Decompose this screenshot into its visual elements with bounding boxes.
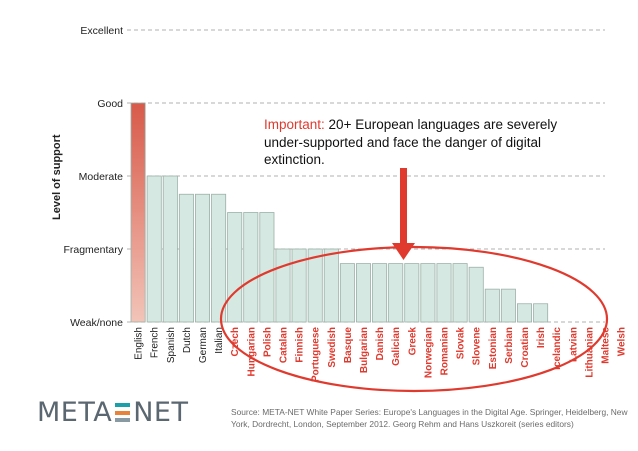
x-tick-label: Polish — [262, 327, 273, 357]
x-tick-label: English — [134, 327, 145, 360]
x-tick-label: Finnish — [295, 327, 306, 363]
x-tick-label: Swedish — [327, 327, 338, 368]
bar — [259, 212, 275, 323]
meta-net-logo: META NET — [37, 397, 188, 428]
x-tick-label: Czech — [230, 327, 241, 356]
bar — [162, 175, 178, 323]
bar — [355, 263, 371, 323]
x-tick-label: Maltese — [601, 327, 612, 364]
logo-left-text: META — [37, 397, 113, 428]
callout-highlight: Important: — [264, 117, 325, 132]
logo-right-text: NET — [133, 397, 189, 428]
x-tick-label: Norwegian — [423, 327, 434, 378]
bar — [404, 263, 420, 323]
bar — [468, 266, 484, 323]
x-tick-label: Irish — [536, 327, 547, 348]
bar — [307, 248, 323, 323]
bar — [452, 263, 468, 323]
x-tick-label: Bulgarian — [359, 327, 370, 373]
bar — [500, 288, 516, 323]
y-tick-label: Good — [97, 98, 123, 110]
bar — [323, 248, 339, 323]
callout-text: 20+ European languages are severely unde… — [264, 117, 558, 167]
x-tick-label: Latvian — [568, 327, 579, 362]
x-tick-label: Catalan — [279, 327, 290, 363]
highlight-ellipse — [219, 245, 609, 393]
y-tick-label: Fragmentary — [63, 244, 123, 256]
x-tick-label: Danish — [375, 327, 386, 360]
x-tick-label: Basque — [343, 327, 354, 364]
x-tick-label: Romanian — [440, 327, 451, 375]
bar — [339, 263, 355, 323]
x-tick-label: Hungarian — [246, 327, 257, 376]
x-tick-label: Slovak — [456, 327, 467, 360]
bar — [372, 263, 388, 323]
x-tick-label: Slovene — [472, 327, 483, 366]
bar — [130, 102, 146, 323]
bar — [388, 263, 404, 323]
x-tick-label: Greek — [407, 327, 418, 356]
x-tick-label: French — [150, 327, 161, 358]
bar — [420, 263, 436, 323]
arrow — [392, 168, 415, 260]
x-tick-label: Estonian — [488, 327, 499, 369]
bar — [275, 248, 291, 323]
x-tick-label: Portuguese — [311, 327, 322, 382]
x-tick-label: Icelandic — [552, 327, 563, 370]
bar — [211, 193, 227, 323]
bar — [436, 263, 452, 323]
x-tick-label: Dutch — [182, 327, 193, 353]
y-tick-label: Moderate — [79, 171, 124, 183]
callout: Important: 20+ European languages are se… — [264, 116, 564, 169]
bar — [291, 248, 307, 323]
bar — [243, 212, 259, 323]
y-tick-label: Weak/none — [70, 317, 123, 329]
bar — [146, 175, 162, 323]
bar — [517, 303, 533, 323]
bar — [484, 288, 500, 323]
x-tick-label: Welsh — [617, 327, 628, 356]
y-axis-label: Level of support — [51, 134, 63, 220]
x-tick-label: Lithuanian — [584, 327, 595, 378]
bar — [533, 303, 549, 323]
logo-stripes-icon — [115, 403, 131, 422]
bar — [178, 193, 194, 323]
x-tick-label: German — [198, 327, 209, 363]
y-tick-label: Excellent — [80, 25, 123, 37]
source-note: Source: META-NET White Paper Series: Eur… — [231, 407, 628, 429]
x-tick-label: Croatian — [520, 327, 531, 368]
x-tick-label: Italian — [214, 327, 225, 354]
x-tick-label: Serbian — [504, 327, 515, 364]
x-tick-label: Galician — [391, 327, 402, 366]
bar — [227, 212, 243, 323]
bar — [194, 193, 210, 323]
x-tick-label: Spanish — [166, 327, 177, 363]
